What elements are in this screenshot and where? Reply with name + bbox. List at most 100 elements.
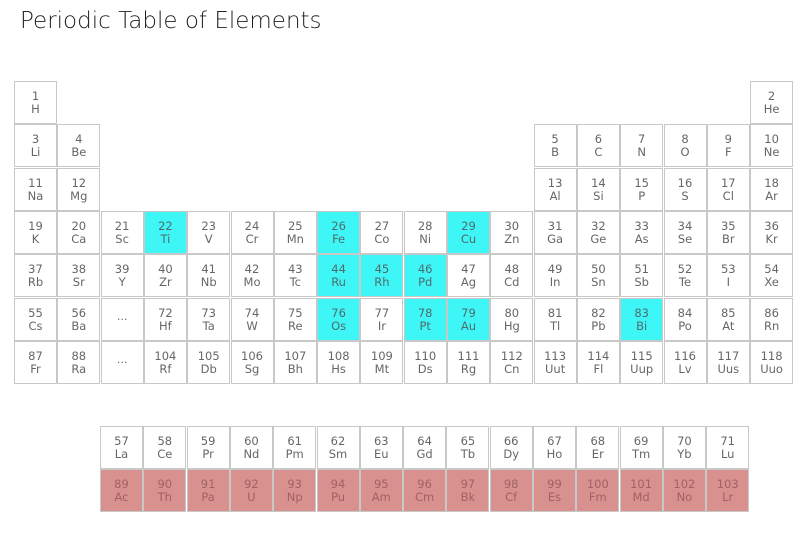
- element-cell-cf[interactable]: 98 Cf: [489, 469, 533, 513]
- element-cell-cd[interactable]: 48 Cd: [490, 254, 534, 298]
- element-cell-lv[interactable]: 116 Lv: [663, 340, 707, 384]
- element-cell-fl[interactable]: 114 Fl: [576, 340, 620, 384]
- element-cell-rb[interactable]: 37 Rb: [14, 254, 57, 298]
- element-cell-rn[interactable]: 86 Rn: [750, 297, 794, 341]
- element-cell-ba[interactable]: 56 Ba: [57, 297, 101, 341]
- element-cell-bi[interactable]: 83 Bi: [620, 297, 664, 341]
- element-cell-pm[interactable]: 61 Pm: [273, 426, 317, 469]
- element-cell-co[interactable]: 27 Co: [360, 210, 404, 254]
- element-cell-sr[interactable]: 38 Sr: [57, 254, 101, 298]
- element-cell-s[interactable]: 16 S: [663, 167, 707, 211]
- element-cell-hf[interactable]: 72 Hf: [143, 297, 187, 341]
- element-cell-ti[interactable]: 22 Ti: [143, 210, 187, 254]
- element-cell-sg[interactable]: 106 Sg: [230, 340, 274, 384]
- element-cell-yb[interactable]: 70 Yb: [662, 426, 706, 469]
- element-cell-sb[interactable]: 51 Sb: [620, 254, 664, 298]
- element-cell-pr[interactable]: 59 Pr: [186, 426, 230, 469]
- element-cell-eu[interactable]: 63 Eu: [359, 426, 403, 469]
- element-cell-pu[interactable]: 94 Pu: [316, 469, 360, 513]
- element-cell-la[interactable]: 57 La: [100, 426, 143, 469]
- element-cell-fm[interactable]: 100 Fm: [576, 469, 620, 513]
- element-cell-bk[interactable]: 97 Bk: [446, 469, 490, 513]
- element-cell-nd[interactable]: 60 Nd: [229, 426, 273, 469]
- element-cell-kr[interactable]: 36 Kr: [750, 210, 794, 254]
- element-cell-es[interactable]: 99 Es: [533, 469, 576, 513]
- element-cell-mn[interactable]: 25 Mn: [273, 210, 317, 254]
- element-cell-cr[interactable]: 24 Cr: [230, 210, 274, 254]
- element-cell-nb[interactable]: 41 Nb: [187, 254, 231, 298]
- element-cell-ga[interactable]: 31 Ga: [533, 210, 577, 254]
- element-cell-zn[interactable]: 30 Zn: [490, 210, 534, 254]
- element-cell-md[interactable]: 101 Md: [619, 469, 663, 513]
- element-cell-cl[interactable]: 17 Cl: [706, 167, 750, 211]
- element-cell-uut[interactable]: 113 Uut: [533, 340, 577, 384]
- element-cell-i[interactable]: 53 I: [706, 254, 750, 298]
- element-cell-y[interactable]: 39 Y: [100, 254, 144, 298]
- element-cell-uup[interactable]: 115 Uup: [620, 340, 664, 384]
- element-cell-hg[interactable]: 80 Hg: [490, 297, 534, 341]
- element-cell-fr[interactable]: 87 Fr: [14, 340, 57, 384]
- element-cell-be[interactable]: 4 Be: [57, 124, 101, 168]
- element-cell-mg[interactable]: 12 Mg: [57, 167, 101, 211]
- element-cell-er[interactable]: 68 Er: [576, 426, 620, 469]
- element-cell-am[interactable]: 95 Am: [359, 469, 403, 513]
- element-cell-np[interactable]: 93 Np: [273, 469, 317, 513]
- element-cell-k[interactable]: 19 K: [14, 210, 57, 254]
- element-cell-ag[interactable]: 47 Ag: [447, 254, 490, 298]
- element-cell-pt[interactable]: 78 Pt: [403, 297, 447, 341]
- element-cell-pd[interactable]: 46 Pd: [403, 254, 447, 298]
- element-cell-bh[interactable]: 107 Bh: [273, 340, 317, 384]
- element-cell-db[interactable]: 105 Db: [187, 340, 231, 384]
- element-cell-in[interactable]: 49 In: [533, 254, 577, 298]
- element-cell-hs[interactable]: 108 Hs: [317, 340, 361, 384]
- element-cell-as[interactable]: 33 As: [620, 210, 664, 254]
- element-cell-p[interactable]: 15 P: [620, 167, 664, 211]
- element-cell-ce[interactable]: 58 Ce: [143, 426, 187, 469]
- element-cell-u[interactable]: 92 U: [229, 469, 273, 513]
- element-cell-he[interactable]: 2 He: [750, 81, 794, 124]
- element-cell-rg[interactable]: 111 Rg: [447, 340, 490, 384]
- element-cell-tm[interactable]: 69 Tm: [619, 426, 663, 469]
- element-cell-ho[interactable]: 67 Ho: [533, 426, 576, 469]
- element-cell-ni[interactable]: 28 Ni: [403, 210, 447, 254]
- element-cell-sc[interactable]: 21 Sc: [100, 210, 144, 254]
- element-cell-au[interactable]: 79 Au: [447, 297, 490, 341]
- element-cell-lr[interactable]: 103 Lr: [706, 469, 750, 513]
- element-cell-po[interactable]: 84 Po: [663, 297, 707, 341]
- element-cell-at[interactable]: 85 At: [706, 297, 750, 341]
- element-cell-no[interactable]: 102 No: [662, 469, 706, 513]
- element-cell-tc[interactable]: 43 Tc: [273, 254, 317, 298]
- element-cell-rh[interactable]: 45 Rh: [360, 254, 404, 298]
- element-cell-cn[interactable]: 112 Cn: [490, 340, 534, 384]
- element-cell-ds[interactable]: 110 Ds: [403, 340, 447, 384]
- element-cell-dy[interactable]: 66 Dy: [489, 426, 533, 469]
- element-cell-ge[interactable]: 32 Ge: [576, 210, 620, 254]
- element-cell-ne[interactable]: 10 Ne: [750, 124, 794, 168]
- element-cell-ac[interactable]: 89 Ac: [100, 469, 143, 513]
- element-cell-sn[interactable]: 50 Sn: [576, 254, 620, 298]
- element-cell-pa[interactable]: 91 Pa: [186, 469, 230, 513]
- element-cell-na[interactable]: 11 Na: [14, 167, 57, 211]
- element-cell-ru[interactable]: 44 Ru: [317, 254, 361, 298]
- element-cell-se[interactable]: 34 Se: [663, 210, 707, 254]
- element-cell-br[interactable]: 35 Br: [706, 210, 750, 254]
- element-cell-xe[interactable]: 54 Xe: [750, 254, 794, 298]
- element-cell-mo[interactable]: 42 Mo: [230, 254, 274, 298]
- element-cell-ar[interactable]: 18 Ar: [750, 167, 794, 211]
- element-cell-v[interactable]: 23 V: [187, 210, 231, 254]
- element-cell-sm[interactable]: 62 Sm: [316, 426, 360, 469]
- element-cell-cm[interactable]: 96 Cm: [403, 469, 447, 513]
- element-cell-ta[interactable]: 73 Ta: [187, 297, 231, 341]
- element-cell-li[interactable]: 3 Li: [14, 124, 57, 168]
- element-cell-lu[interactable]: 71 Lu: [706, 426, 750, 469]
- element-cell-uus[interactable]: 117 Uus: [706, 340, 750, 384]
- element-cell-gd[interactable]: 64 Gd: [403, 426, 447, 469]
- element-cell-te[interactable]: 52 Te: [663, 254, 707, 298]
- element-cell-uuo[interactable]: 118 Uuo: [750, 340, 794, 384]
